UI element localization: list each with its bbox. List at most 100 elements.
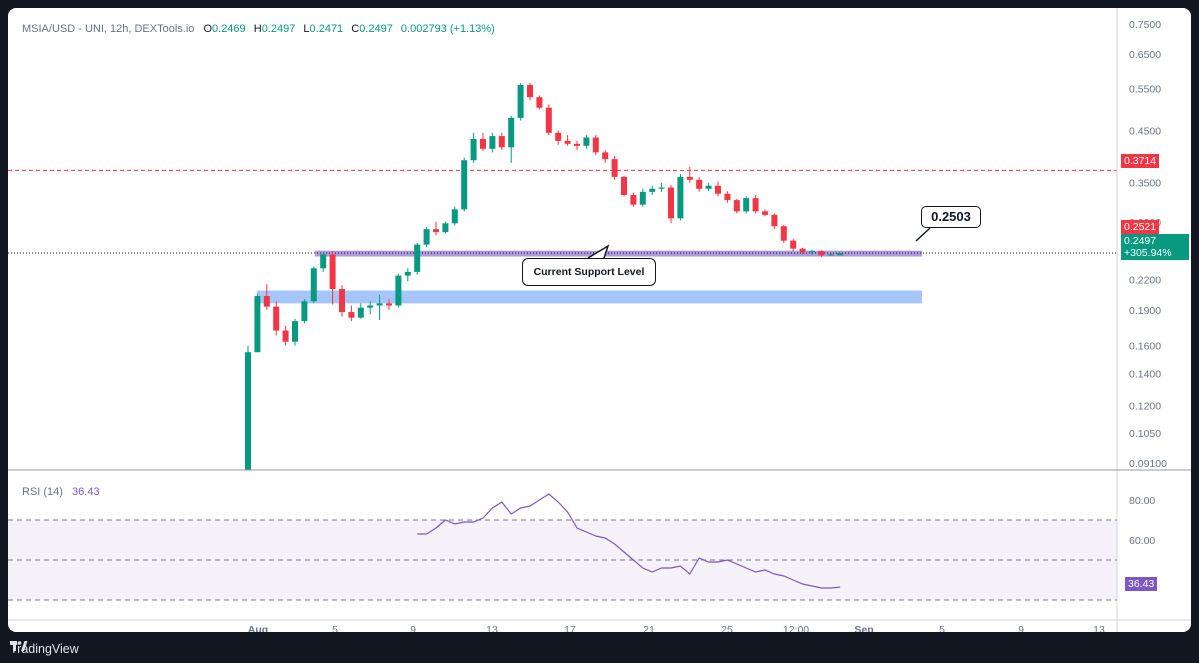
candle-body	[263, 296, 270, 307]
candle-body	[470, 138, 477, 161]
rsi-value-badge: 36.43	[1125, 577, 1158, 591]
lower-zone	[257, 290, 922, 304]
open-label: O	[203, 23, 213, 35]
callout-pointer	[915, 227, 931, 242]
support-zone	[315, 250, 922, 257]
price-tick-label: 0.6500	[1129, 49, 1161, 61]
time-tick-label: 17	[564, 624, 576, 632]
candle-body	[301, 301, 308, 322]
candle-body	[630, 194, 637, 205]
candle-body	[696, 179, 703, 189]
candle-body	[649, 188, 656, 192]
candle-body	[545, 107, 552, 133]
low-label: L	[303, 23, 310, 35]
rsi-name: RSI (14)	[22, 486, 63, 498]
candle-body	[658, 187, 665, 189]
price-tick-label: 0.7500	[1129, 19, 1161, 31]
candle-body	[480, 138, 486, 149]
price-callout[interactable]: 0.2503	[921, 206, 981, 228]
chart-canvas[interactable]: 0.75000.65000.55000.45000.35000.29000.22…	[8, 8, 1191, 632]
candle-body	[395, 275, 402, 306]
rsi-tick-label: 80.00	[1129, 495, 1155, 507]
candle-body	[527, 84, 533, 98]
candle-body	[574, 143, 580, 146]
last-price-change: +305.94%	[1124, 247, 1172, 259]
chart-frame: 0.75000.65000.55000.45000.35000.29000.22…	[8, 8, 1191, 632]
candle-body	[762, 211, 768, 215]
candle-body	[348, 312, 355, 318]
candle-body	[517, 84, 524, 118]
rsi-tick-label: 60.00	[1129, 535, 1155, 547]
candle-body	[451, 209, 458, 224]
time-tick-label: 13	[486, 624, 498, 632]
last-price-badge: 0.2497 +305.94%	[1121, 234, 1189, 260]
rsi-legend: RSI (14) 36.43	[22, 486, 100, 498]
candle-body	[780, 226, 787, 241]
candle-body	[827, 254, 834, 256]
candle-body	[489, 136, 496, 149]
candle-body	[555, 132, 562, 141]
candle-body	[602, 152, 609, 160]
footer-brand: TradingView	[10, 640, 79, 658]
candle-body	[799, 248, 806, 252]
price-tick-label: 0.1050	[1129, 428, 1161, 440]
candle-body	[743, 198, 750, 212]
ohlc-legend: MSIA/USD - UNI, 12h, DEXTools.io O0.2469…	[22, 23, 500, 35]
time-tick-label: 21	[643, 624, 655, 632]
candle-body	[254, 296, 261, 353]
candle-body	[583, 137, 590, 146]
time-tick-label: Sep	[854, 624, 873, 632]
candle-body	[705, 185, 712, 189]
candle-body	[320, 254, 327, 269]
time-tick-label: 5	[939, 624, 945, 632]
candle-body	[611, 159, 618, 177]
candle-body	[621, 176, 627, 195]
candle-body	[818, 251, 825, 256]
candle-body	[639, 191, 646, 205]
time-tick-label: 13	[1093, 624, 1105, 632]
candle-body	[677, 176, 684, 219]
candle-body	[790, 240, 797, 249]
rsi-value: 36.43	[72, 486, 100, 498]
candle-body	[809, 251, 815, 253]
price-tick-label: 0.1200	[1129, 400, 1161, 412]
candle-body	[508, 117, 515, 148]
symbol-title: MSIA/USD - UNI, 12h, DEXTools.io	[22, 23, 195, 35]
price-tick-label: 0.09100	[1129, 458, 1167, 470]
candle-body	[245, 352, 251, 470]
candle-body	[564, 140, 571, 144]
time-tick-label: 9	[410, 624, 416, 632]
high-value: 0.2497	[261, 23, 296, 35]
candle-body	[423, 229, 430, 245]
candle-body	[837, 252, 844, 256]
candle-body	[404, 271, 411, 276]
candle-body	[329, 254, 336, 290]
candle-body	[357, 307, 364, 318]
close-value: 0.2497	[359, 23, 393, 35]
footer-brand-text: TradingView	[10, 642, 79, 656]
price-tick-label: 0.1600	[1129, 341, 1161, 353]
candle-body	[273, 306, 280, 331]
time-tick-label: 25	[721, 624, 733, 632]
price-tick-label: 0.4500	[1129, 125, 1161, 137]
candle-body	[414, 244, 421, 272]
candle-body	[461, 160, 468, 210]
time-tick-label: Aug	[248, 624, 268, 632]
candle-body	[310, 268, 317, 302]
last-price-value: 0.2497	[1124, 235, 1157, 247]
candle-body	[752, 198, 759, 212]
price-tick-label: 0.5500	[1129, 84, 1161, 96]
open-value: 0.2469	[212, 23, 246, 35]
candle-body	[771, 214, 778, 227]
candle-body	[442, 223, 449, 233]
candle-body	[292, 321, 298, 342]
time-tick-label: 12:00	[783, 624, 809, 632]
candle-body	[376, 303, 383, 306]
support-level-label[interactable]: Current Support Level	[522, 258, 656, 286]
resistance-price-badge: 0.3714	[1121, 154, 1160, 168]
candle-body	[686, 176, 693, 180]
time-tick-label: 5	[332, 624, 338, 632]
candle-body	[724, 193, 731, 201]
close-label: C	[351, 23, 360, 35]
red-price-badge: 0.2521	[1121, 220, 1160, 234]
